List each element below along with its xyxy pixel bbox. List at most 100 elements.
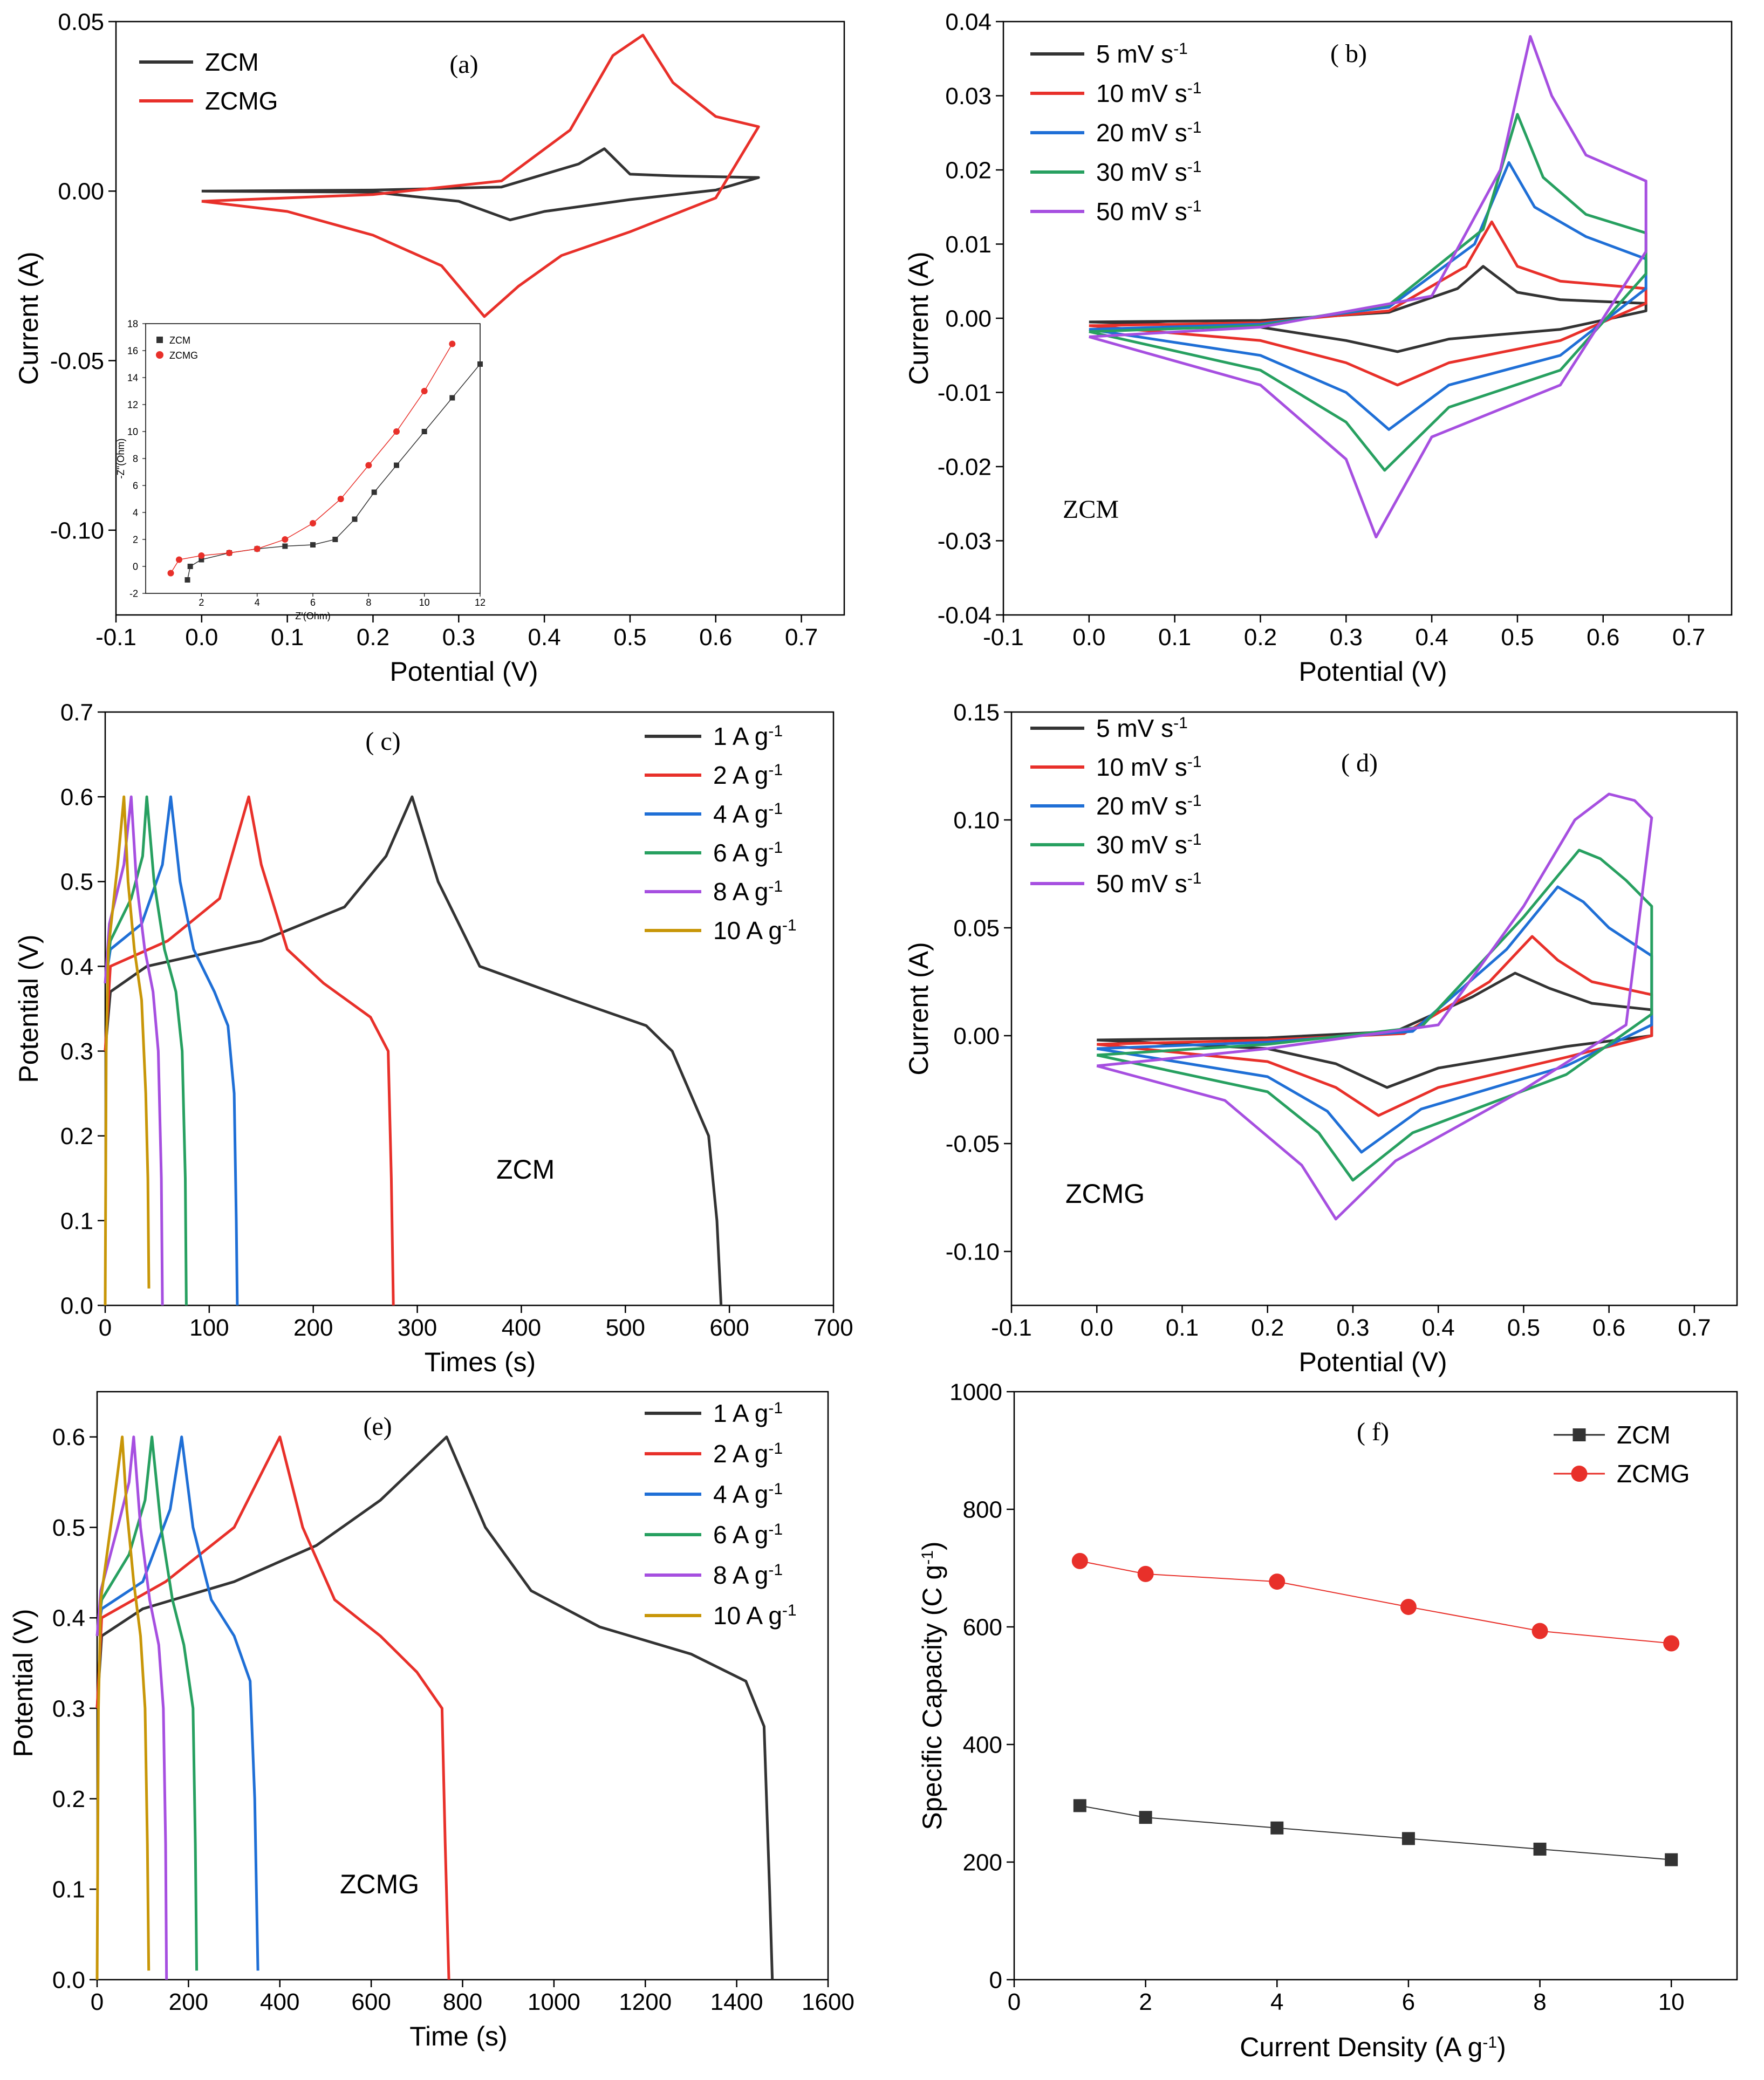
panel-b-legend-label-0: 5 mV s-1 [1096, 40, 1188, 68]
panel-a-ytick-label: -0.05 [50, 348, 104, 374]
panel-c-panel-label: ( c) [365, 727, 400, 756]
panel-b-ytick-label: 0.02 [945, 157, 992, 183]
panel-e-legend-label-5-base: 10 A g [713, 1602, 782, 1630]
panel-b-legend-label-4: 50 mV s-1 [1096, 197, 1201, 225]
panel-f-xtick-label: 6 [1402, 1989, 1415, 2015]
panel-f-ytick-label: 600 [963, 1614, 1002, 1640]
panel-a-inset: 2 4 6 8 10 12 -2 0 2 4 6 8 10 12 14 16 18 Z'(Ohm) -Z''(Ohm… [115, 318, 486, 621]
panel-c-legend-label-5-sup: -1 [782, 916, 797, 934]
panel-d-panel-label: ( d) [1341, 749, 1378, 777]
panel-c-xtick-label: 0 [99, 1315, 112, 1341]
panel-e-legend-label-5: 10 A g-1 [713, 1602, 797, 1630]
panel-e-xtick-label: 0 [91, 1989, 104, 2015]
panel-a-inset-point-0-1 [187, 564, 193, 569]
panel-a-inset-xlabel: Z'(Ohm) [295, 611, 330, 621]
panel-e-panel-label: (e) [363, 1412, 392, 1441]
panel-a-inset-xtick-label: 4 [255, 597, 260, 608]
panel-c-legend-label-2-base: 4 A g [713, 800, 768, 828]
panel-c-series-5 [104, 795, 151, 1306]
panel-e-ytick-label: 0.3 [52, 1695, 85, 1722]
panel-a-inset-point-0-2 [199, 557, 204, 563]
panel-a-inset-ytick-label: 14 [127, 372, 138, 383]
panel-d-legend-label-1-base: 10 mV s [1096, 753, 1187, 781]
panel-a-inset-ytick-label: 4 [133, 507, 138, 518]
panel-b-ytick-label: -0.03 [938, 528, 992, 555]
panel-c-legend-label-4: 8 A g-1 [713, 878, 783, 906]
panel-b-legend-label-0-base: 5 mV s [1096, 40, 1173, 68]
panel-f-point-0-1 [1139, 1811, 1152, 1824]
panel-a-xtick-label: 0.0 [185, 624, 218, 651]
panel-d-series-0 [1097, 971, 1653, 1089]
panel-b-panel-label: ( b) [1330, 39, 1367, 68]
panel-b-ytick-label: -0.01 [938, 380, 992, 406]
panel-f-xtick-label: 8 [1533, 1989, 1546, 2015]
panel-d-ytick-label: 0.10 [953, 807, 1000, 833]
panel-e-legend-label-4-base: 8 A g [713, 1561, 768, 1589]
panel-f-xtick-label: 2 [1139, 1989, 1152, 2015]
panel-e-series-2 [95, 1435, 259, 1971]
panel-d-xtick-label: 0.7 [1678, 1315, 1711, 1341]
panel-c-xtick-label: 100 [189, 1315, 229, 1341]
panel-d-legend-label-4: 50 mV s-1 [1096, 870, 1201, 898]
panel-d-legend-label-4-base: 50 mV s [1096, 870, 1187, 898]
panel-b-xlabel: Potential (V) [1298, 656, 1447, 687]
panel-a-inset-ytick-label: 10 [127, 426, 138, 437]
panel-e-ytick-label: 0.1 [52, 1877, 85, 1903]
panel-f-ylabel-sup: -1 [919, 1550, 936, 1565]
panel-c-frame [104, 711, 835, 1306]
panel-b-xtick-label: 0.3 [1330, 624, 1363, 651]
panel-a-inset-point-1-1 [176, 556, 182, 563]
panel-c-xlabel: Times (s) [425, 1347, 536, 1377]
panel-a-ytick-label: -0.10 [50, 517, 104, 544]
panel-f-legend-label-1-base: ZCMG [1617, 1460, 1690, 1488]
panel-f-xlabel-suffix: ) [1497, 2032, 1506, 2062]
panel-e-legend-label-5-sup: -1 [782, 1602, 797, 1619]
panel-c-legend-label-1: 2 A g-1 [713, 761, 783, 789]
panel-b-ytick-label: 0.04 [945, 9, 992, 35]
panel-b-xtick-label: 0.0 [1072, 624, 1105, 651]
panel-d-legend-label-3-sup: -1 [1187, 831, 1202, 849]
panel-a-xtick-label: 0.7 [785, 624, 818, 651]
panel-d-legend-label-3-base: 30 mV s [1096, 831, 1187, 859]
panel-d-legend-label-3: 30 mV s-1 [1096, 831, 1201, 859]
panel-a-inset-ytick-label: 18 [127, 318, 138, 329]
panel-e-legend-label-0-sup: -1 [768, 1399, 783, 1417]
panel-a-inset-point-1-9 [393, 428, 400, 435]
panel-d-xtick-label: 0.1 [1166, 1315, 1199, 1341]
panel-c-series-2 [104, 795, 239, 1306]
panel-d-xtick-label: 0.3 [1336, 1315, 1369, 1341]
panel-c-ytick-label: 0.1 [60, 1208, 93, 1234]
panel-b-legend-label-1: 10 mV s-1 [1096, 79, 1201, 107]
panel-e-series-5 [95, 1435, 151, 1980]
panel-a-series-1 [201, 33, 760, 318]
panel-c-legend-label-5-base: 10 A g [713, 916, 782, 945]
panel-c-ytick-label: 0.3 [60, 1038, 93, 1065]
panel-c-xtick-label: 400 [502, 1315, 541, 1341]
panel-c-xtick-label: 500 [606, 1315, 645, 1341]
panel-e-legend-label-0-base: 1 A g [713, 1399, 768, 1427]
panel-d-ytick-label: 0.05 [953, 915, 1000, 941]
panel-f-point-1-3 [1400, 1598, 1417, 1615]
panel-b-ytick-label: -0.02 [938, 454, 992, 480]
panel-d-ytick-label: -0.10 [946, 1239, 1000, 1265]
panel-c-ytick-label: 0.0 [60, 1292, 93, 1319]
panel-a-frame [115, 20, 845, 616]
panel-a-inset-point-1-4 [254, 545, 261, 552]
panel-d-xlabel: Potential (V) [1298, 1347, 1447, 1377]
panel-f-ytick-label: 200 [963, 1849, 1002, 1876]
panel-d-xtick-label: -0.1 [991, 1315, 1032, 1341]
panel-f-legend-label-0: ZCM [1617, 1421, 1671, 1449]
panel-a-inset-xtick-label: 12 [475, 597, 486, 608]
panel-a-inset-ytick-label: 8 [133, 453, 138, 464]
panel-e-ytick-label: 0.0 [52, 1967, 85, 1993]
panel-a-inset-xtick-label: 6 [310, 597, 316, 608]
panel-d-legend-label-2-sup: -1 [1187, 792, 1202, 810]
panel-e-legend-label-2: 4 A g-1 [713, 1480, 783, 1508]
panel-b-ytick-label: -0.04 [938, 602, 992, 628]
panel-a-inset-ylabel: -Z''(Ohm) [115, 439, 126, 479]
panel-a-inset-point-0-12 [449, 395, 455, 401]
panel-a-inset-point-1-3 [226, 550, 233, 556]
panel-a-series-0 [201, 147, 760, 222]
panel-e-ytick-label: 0.2 [52, 1786, 85, 1812]
